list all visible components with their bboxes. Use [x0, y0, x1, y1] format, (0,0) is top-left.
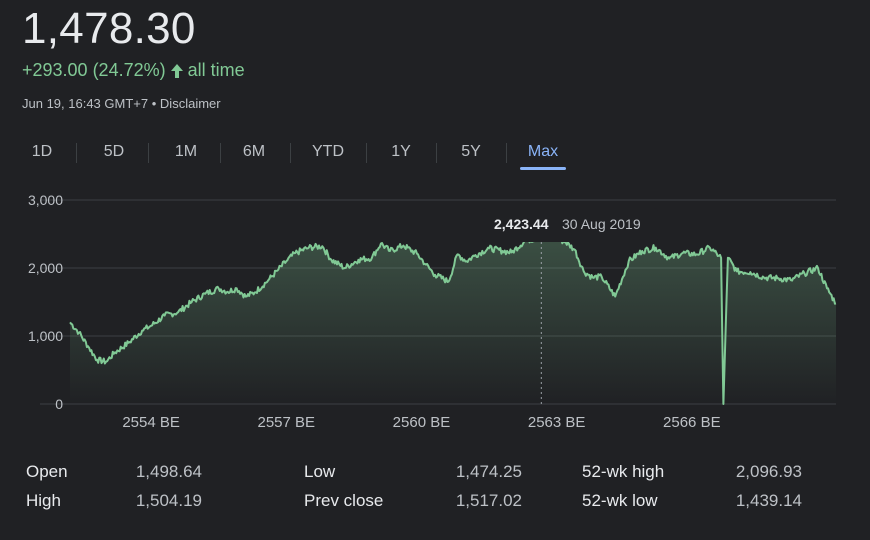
tooltip-value: 2,423.44: [494, 216, 549, 232]
y-tick-label: 0: [55, 396, 63, 412]
timestamp: Jun 19, 16:43 GMT+7: [22, 96, 149, 111]
hover-tooltip: 2,423.44 30 Aug 2019: [482, 208, 658, 242]
stat-value-52wk-low: 1,439.14: [735, 491, 802, 510]
tab-5d[interactable]: 5D: [103, 143, 125, 160]
tab-divider: [436, 143, 437, 163]
tab-1y[interactable]: 1Y: [391, 143, 411, 160]
tab-divider: [290, 143, 291, 163]
stat-value-prev-close: 1,517.02: [455, 491, 522, 510]
x-tick-label: 2560 BE: [393, 414, 451, 431]
tab-1m[interactable]: 1M: [174, 143, 198, 160]
x-axis: 2554 BE 2557 BE 2560 BE 2563 BE 2566 BE: [122, 414, 720, 431]
tab-divider: [366, 143, 367, 163]
x-tick-label: 2566 BE: [663, 414, 721, 431]
stat-label-prev-close: Prev close: [304, 491, 384, 510]
tab-ytd[interactable]: YTD: [312, 143, 344, 160]
stat-value-high: 1,504.19: [135, 491, 202, 510]
stat-label-open: Open: [26, 462, 68, 481]
stat-value-52wk-high: 2,096.93: [735, 462, 802, 481]
tooltip-date: 30 Aug 2019: [562, 216, 641, 232]
change-value: +293.00 (24.72%): [22, 60, 166, 80]
tab-max[interactable]: Max: [520, 136, 566, 170]
active-tab-indicator: [520, 167, 566, 170]
timestamp-row: Jun 19, 16:43 GMT+7 • Disclaimer: [22, 96, 221, 111]
arrow-up-icon: [170, 63, 183, 78]
x-tick-label: 2557 BE: [258, 414, 316, 431]
stat-value-low: 1,474.25: [455, 462, 522, 481]
disclaimer-link[interactable]: Disclaimer: [159, 96, 221, 111]
x-tick-label: 2554 BE: [122, 414, 180, 431]
y-tick-label: 1,000: [28, 328, 63, 344]
stat-value-open: 1,498.64: [135, 462, 202, 481]
current-price: 1,478.30: [22, 4, 196, 53]
stat-label-high: High: [26, 491, 61, 510]
range-tabs: 1D 5D 1M 6M YTD 1Y 5Y Max: [20, 136, 620, 172]
tab-divider: [220, 143, 221, 163]
stat-label-52wk-low: 52-wk low: [582, 491, 658, 510]
tab-divider: [148, 143, 149, 163]
tab-1d[interactable]: 1D: [31, 143, 53, 160]
y-axis: 3,000 2,000 1,000 0: [28, 192, 63, 412]
price-area: [70, 236, 836, 404]
change-period: all time: [187, 60, 245, 80]
tab-5y[interactable]: 5Y: [461, 143, 481, 160]
separator-dot: •: [151, 96, 157, 111]
tab-6m[interactable]: 6M: [242, 143, 266, 160]
price-line: [69, 235, 837, 405]
tab-max-label: Max: [527, 143, 559, 160]
y-tick-label: 3,000: [28, 192, 63, 208]
stat-label-52wk-high: 52-wk high: [582, 462, 665, 481]
y-tick-label: 2,000: [28, 260, 63, 276]
price-change: +293.00 (24.72%) all time: [22, 60, 245, 81]
x-tick-label: 2563 BE: [528, 414, 586, 431]
stat-label-low: Low: [304, 462, 336, 481]
tab-divider: [76, 143, 77, 163]
tab-divider: [506, 143, 507, 163]
